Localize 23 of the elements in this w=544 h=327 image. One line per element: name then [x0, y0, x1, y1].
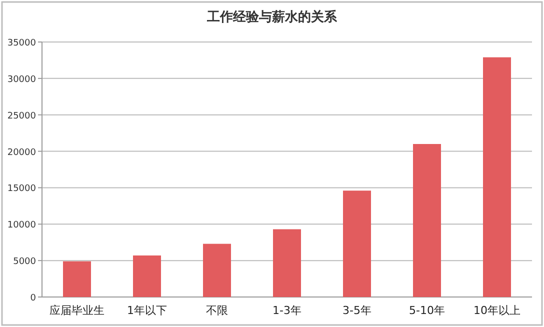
x-tick-label: 5-10年	[409, 304, 445, 317]
bar	[413, 144, 441, 297]
bar	[273, 229, 301, 297]
chart-title: 工作经验与薪水的关系	[206, 9, 338, 25]
x-tick-label: 10年以上	[474, 304, 520, 317]
bar	[343, 190, 371, 297]
x-tick-label: 3-5年	[342, 304, 372, 317]
x-tick-label: 不限	[206, 304, 228, 317]
y-tick-label: 10000	[7, 220, 36, 231]
x-tick-label: 1-3年	[272, 304, 302, 317]
bar	[63, 261, 91, 297]
x-tick-label: 应届毕业生	[50, 304, 104, 317]
y-tick-label: 0	[30, 294, 36, 304]
y-tick-label: 15000	[7, 184, 36, 194]
y-tick-label: 20000	[7, 148, 36, 158]
x-tick-label: 1年以下	[127, 304, 167, 317]
bar	[483, 57, 511, 297]
y-tick-label: 35000	[7, 38, 36, 48]
bar	[203, 244, 231, 297]
bar	[133, 255, 161, 297]
y-tick-label: 25000	[7, 111, 36, 122]
y-tick-label: 5000	[13, 257, 36, 268]
y-tick-label: 30000	[7, 74, 36, 85]
